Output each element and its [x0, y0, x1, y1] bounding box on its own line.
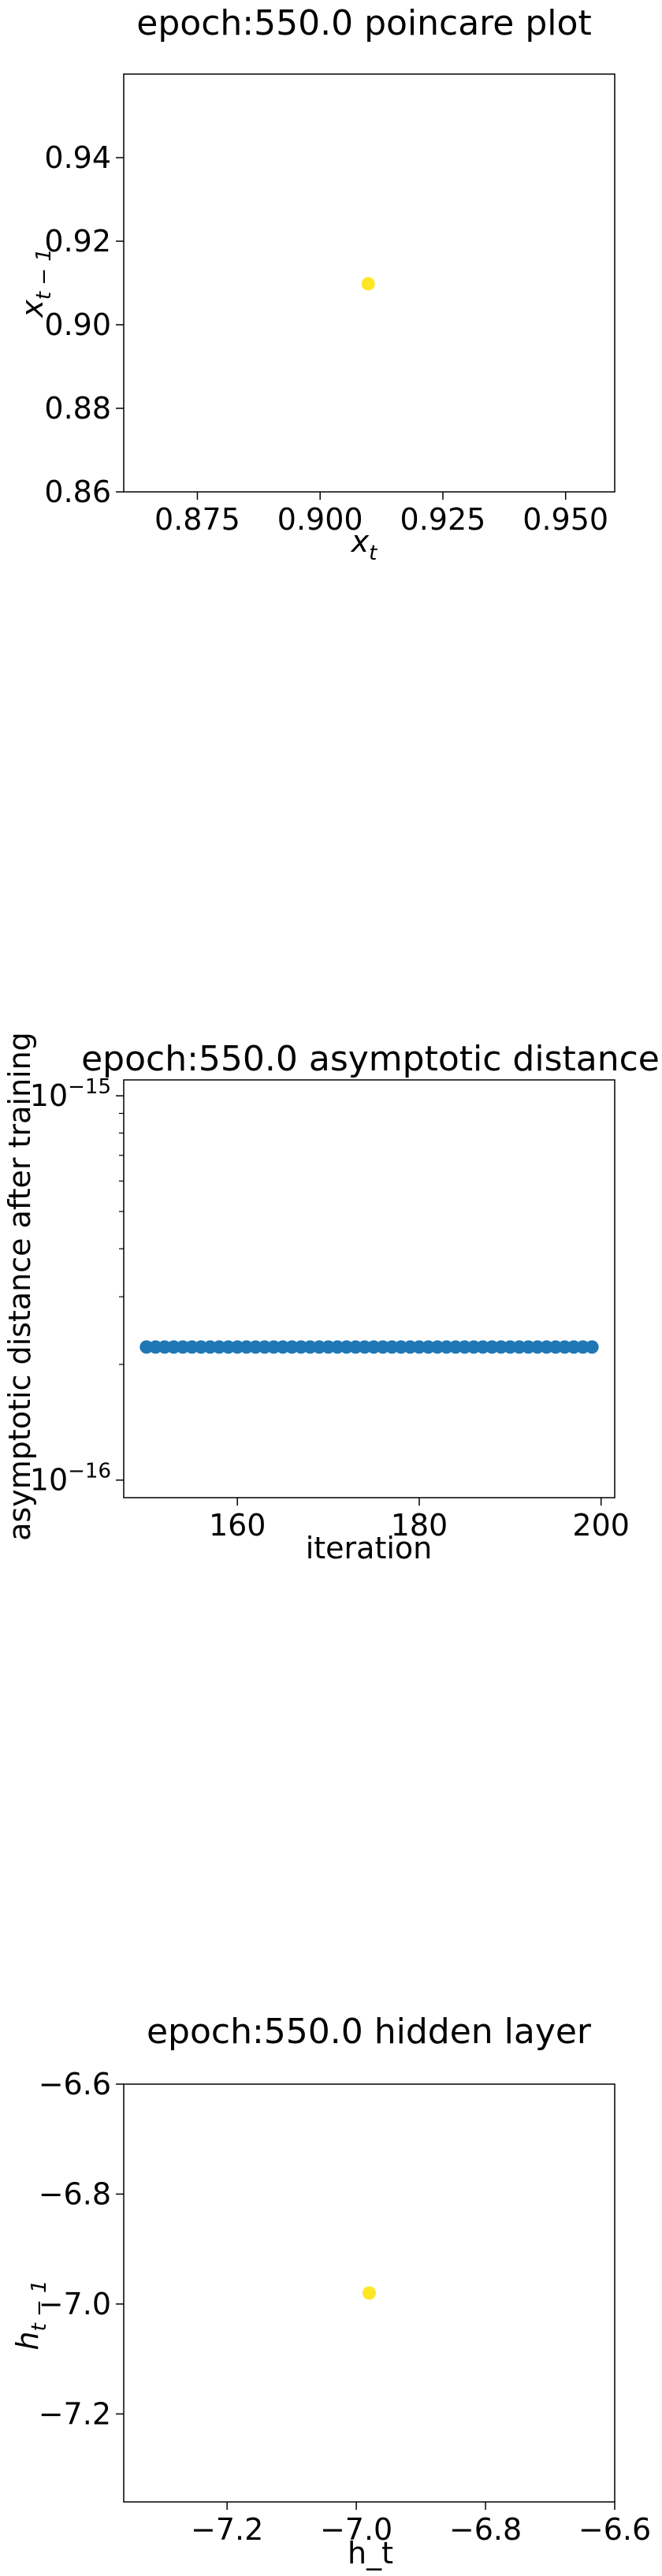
y-tick-label: 10−15	[30, 1075, 111, 1113]
x-tick-label: 160	[209, 1508, 266, 1543]
y-ticks: −7.2 −7.0 −6.8 −6.6	[39, 2067, 124, 2431]
y-axis-label: asymptotic distance after training	[2, 1032, 37, 1541]
plot-frame	[123, 73, 616, 493]
chart-title: epoch:550.0 hidden layer	[147, 2012, 592, 2052]
data-point	[585, 1340, 599, 1354]
y-tick-label: 0.88	[44, 391, 111, 426]
y-tick-label: −6.6	[39, 2067, 111, 2101]
x-tick-label: 200	[572, 1508, 630, 1543]
x-tick-label: −6.6	[578, 2512, 651, 2547]
x-tick-label: 0.925	[400, 502, 486, 537]
y-tick-label: −6.8	[39, 2176, 111, 2211]
y-tick-label: 10−16	[30, 1460, 111, 1498]
chart-hidden-layer: epoch:550.0 hidden layer −7.2 −7.0 −6.8 −6.…	[10, 2012, 651, 2570]
chart-poincare-plot: epoch:550.0 poincare plot 0.875 0.900 0.92…	[15, 3, 616, 565]
chart-title: epoch:550.0 asymptotic distance	[81, 1039, 660, 1079]
x-axis-label: xt	[351, 524, 378, 565]
x-tick-label: −7.2	[191, 2512, 263, 2547]
y-tick-label: −7.0	[39, 2287, 111, 2321]
y-tick-label: 0.94	[44, 140, 111, 175]
data-point	[361, 277, 375, 291]
x-ticks: 160 180 200	[209, 1498, 630, 1543]
x-ticks: 0.875 0.900 0.925 0.950	[154, 492, 608, 537]
x-tick-label: 0.875	[154, 502, 240, 537]
x-tick-label: −7.0	[320, 2512, 392, 2547]
x-tick-label: −6.8	[449, 2512, 522, 2547]
x-tick-label: 180	[391, 1508, 448, 1543]
x-tick-label: 0.900	[277, 502, 363, 537]
y-tick-label: −7.2	[39, 2396, 111, 2431]
y-axis-label: ht − 1	[10, 2280, 51, 2350]
chart-asymptotic-distance: epoch:550.0 asymptotic distance 160 180 20…	[2, 1032, 660, 1565]
x-axis-label: h_t	[348, 2536, 393, 2570]
y-axis-label: xt − 1	[15, 248, 56, 318]
y-tick-label: 0.86	[44, 475, 111, 509]
x-axis-label: iteration	[306, 1531, 433, 1565]
x-ticks: −7.2 −7.0 −6.8 −6.6	[191, 2502, 651, 2547]
data-points	[361, 277, 375, 291]
y-tick-label: 0.90	[44, 307, 111, 342]
y-ticks: 10−16 10−15	[30, 1075, 124, 1498]
plot-frame	[123, 2083, 616, 2503]
chart-title: epoch:550.0 poincare plot	[136, 3, 591, 43]
data-point	[363, 2286, 376, 2300]
data-points	[363, 2286, 376, 2300]
data-points	[139, 1340, 599, 1354]
x-tick-label: 0.950	[523, 502, 608, 537]
plot-frame	[123, 1079, 616, 1498]
y-ticks: 0.86 0.88 0.90 0.92 0.94	[44, 140, 124, 509]
y-tick-label: 0.92	[44, 224, 111, 259]
